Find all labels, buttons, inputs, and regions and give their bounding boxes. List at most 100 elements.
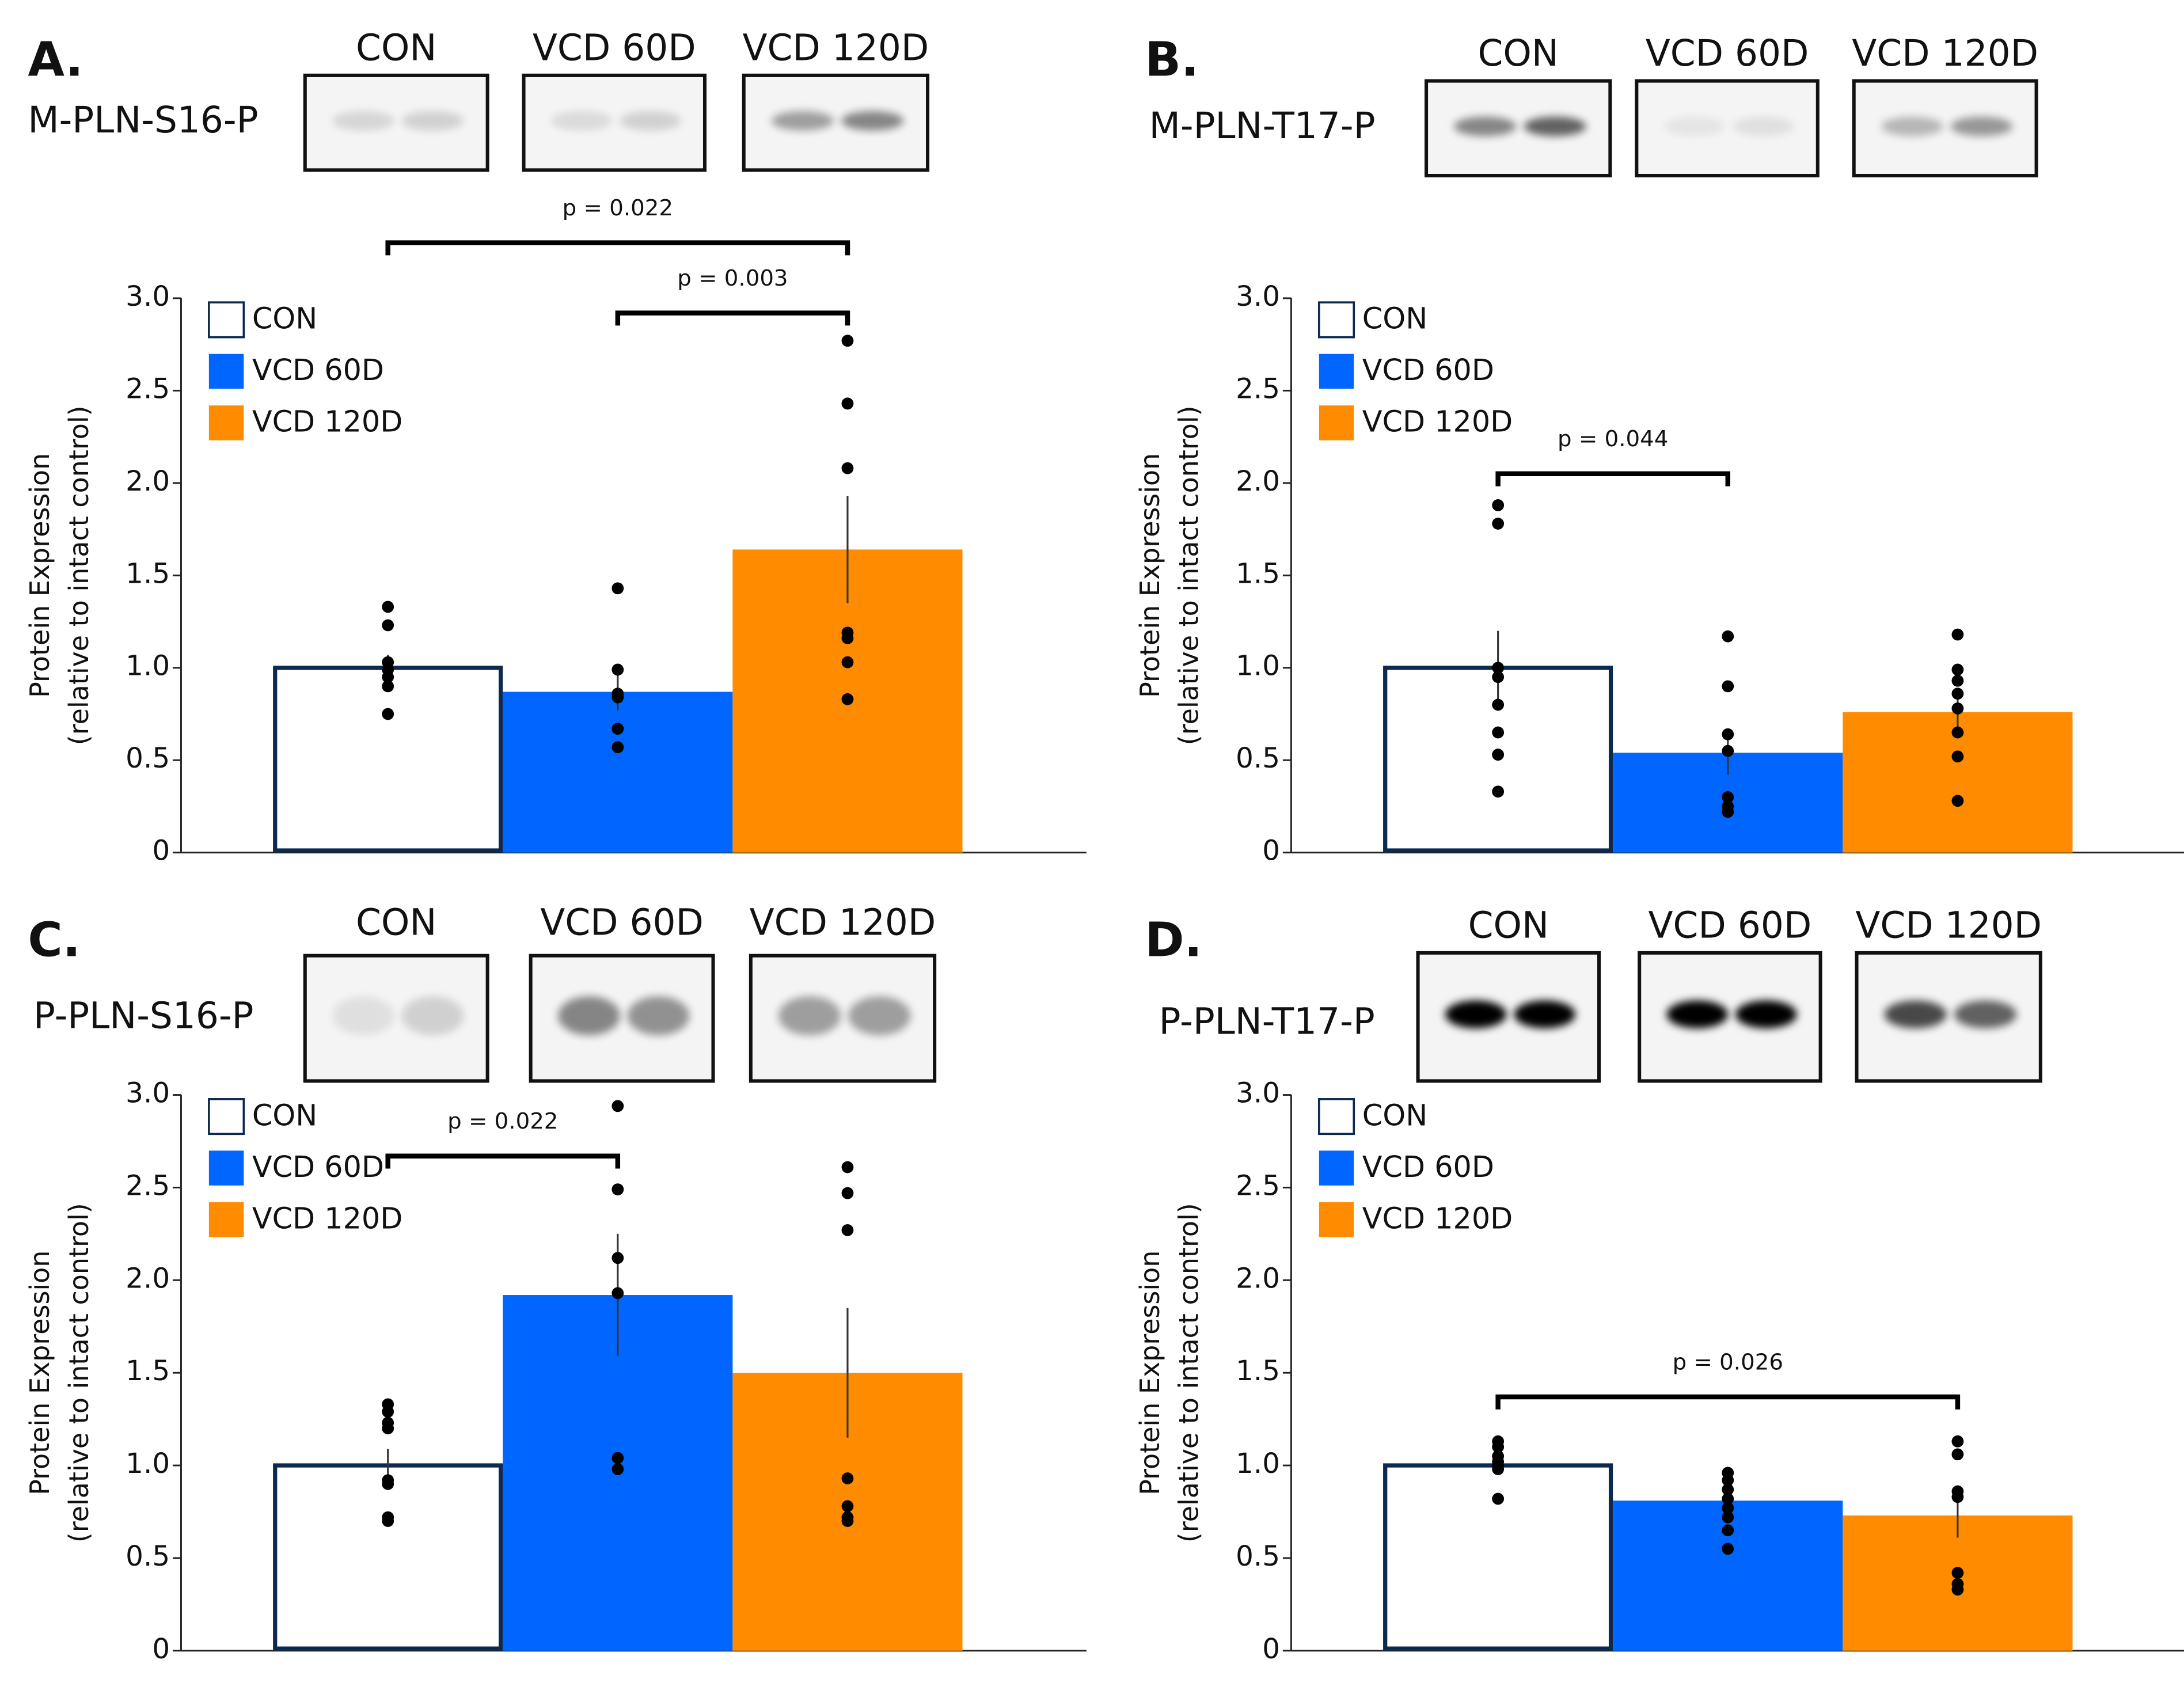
data-point [841,1187,854,1199]
significance-bracket [385,1153,621,1169]
significance-label: p = 0.022 [563,195,673,221]
data-point [1951,726,1964,739]
blot-band [332,111,395,131]
blot-band [1735,1000,1797,1028]
y-tick-label: 0 [1262,1633,1280,1665]
data-point [1722,1502,1734,1514]
blot-lane-label: VCD 120D [1855,904,2042,946]
data-point [1722,791,1734,803]
blot-band [1950,116,2013,136]
y-tick-label: 1.0 [126,650,170,682]
blot-band [1884,1000,1947,1028]
y-tick-label: 2.0 [1236,465,1280,497]
data-point [611,723,624,735]
y-tick-label: 2.0 [126,465,170,497]
significance-label: p = 0.003 [677,265,788,291]
data-point [841,693,854,705]
panel: C. P-PLN-S16-P CON VCD 60D VCD 120D 0 0.5 1.0 1.… [24,902,1087,1665]
y-tick-label: 0 [152,1633,170,1665]
data-point [841,397,854,410]
y-tick-label: 0.5 [126,742,170,774]
bar [273,666,503,853]
blot-lane-label: VCD 60D [533,26,696,69]
y-tick-label: 2.5 [1236,373,1280,405]
legend-label: CON [252,1098,317,1132]
data-point [1492,785,1505,798]
data-point [1492,1492,1505,1505]
legend-swatch [208,354,244,389]
legend-label: CON [252,302,317,336]
data-point [1951,1448,1964,1461]
y-tick-label: 1.5 [1236,1355,1280,1387]
data-point [1722,745,1734,757]
legend-label: VCD 60D [252,353,384,387]
data-point [1951,1435,1964,1448]
y-tick-label: 3.0 [1236,280,1280,313]
legend-swatch [208,1202,244,1237]
blot-lane-label: VCD 60D [1646,32,1809,74]
y-tick-label: 3.0 [1236,1077,1280,1110]
legend-swatch [208,1150,244,1186]
data-point [1951,702,1964,715]
legend-label: VCD 60D [1362,353,1494,387]
data-point [841,1224,854,1236]
panel-label: A. [28,33,83,88]
blot-lane-label: VCD 120D [1852,32,2038,74]
significance-bracket [1495,471,1731,487]
y-tick-label: 3.0 [126,1077,170,1110]
y-tick-label: 2.5 [126,373,170,405]
blot-band [627,996,690,1036]
blot-lane-label: CON [1468,904,1549,946]
blot-label: M-PLN-T17-P [1149,105,1376,147]
data-point [611,691,624,704]
panel: B. M-PLN-T17-P CON VCD 60D VCD 120D 0 0.5 1.0 1.… [1134,32,2184,867]
data-point [1951,1491,1964,1503]
data-point [611,582,624,595]
significance-label: p = 0.044 [1558,426,1668,452]
data-point [1951,1583,1964,1596]
bar [503,692,733,853]
blot-band [1445,1000,1507,1028]
y-tick-label: 1.0 [126,1448,170,1480]
data-point [1722,1483,1734,1496]
legend-swatch [1317,1098,1355,1135]
blot-lane-label: CON [1477,32,1558,74]
legend-swatch [208,1098,245,1135]
data-point [1492,518,1505,530]
y-tick-label: 0.5 [1236,742,1280,774]
legend-label: VCD 120D [252,1201,402,1235]
data-point [611,741,624,754]
data-point [841,656,854,669]
data-point [1492,1463,1505,1475]
data-point [1722,1492,1734,1505]
legend-swatch [1319,405,1354,440]
data-point [1492,749,1505,761]
data-point [841,1472,854,1484]
data-point [611,1100,624,1112]
blot-band [332,996,395,1036]
data-point [382,1422,394,1435]
blot-lane-label: CON [356,902,436,944]
y-axis-label: Protein Expression [1134,453,1165,698]
panel-label: C. [28,913,81,967]
blot-band [841,111,904,131]
blot-band [1453,116,1517,136]
y-tick-label: 2.5 [1236,1169,1280,1202]
legend-label: VCD 60D [1362,1150,1494,1184]
data-point [1722,1511,1734,1524]
data-point [1492,662,1505,674]
y-tick-label: 0 [1262,835,1280,867]
panel: D. P-PLN-T17-P CON VCD 60D VCD 120D 0 0.5 1.0 1.… [1134,904,2184,1665]
data-point [1951,674,1964,687]
significance-bracket [385,240,850,256]
legend-swatch [208,301,245,339]
significance-label: p = 0.022 [447,1108,558,1134]
significance-bracket [1495,1394,1961,1410]
blot-band [771,111,834,131]
data-point [841,335,854,347]
data-point [382,1515,394,1527]
data-point [1722,680,1734,693]
data-point [382,680,394,693]
legend-label: VCD 60D [252,1150,384,1184]
data-point [382,671,394,683]
